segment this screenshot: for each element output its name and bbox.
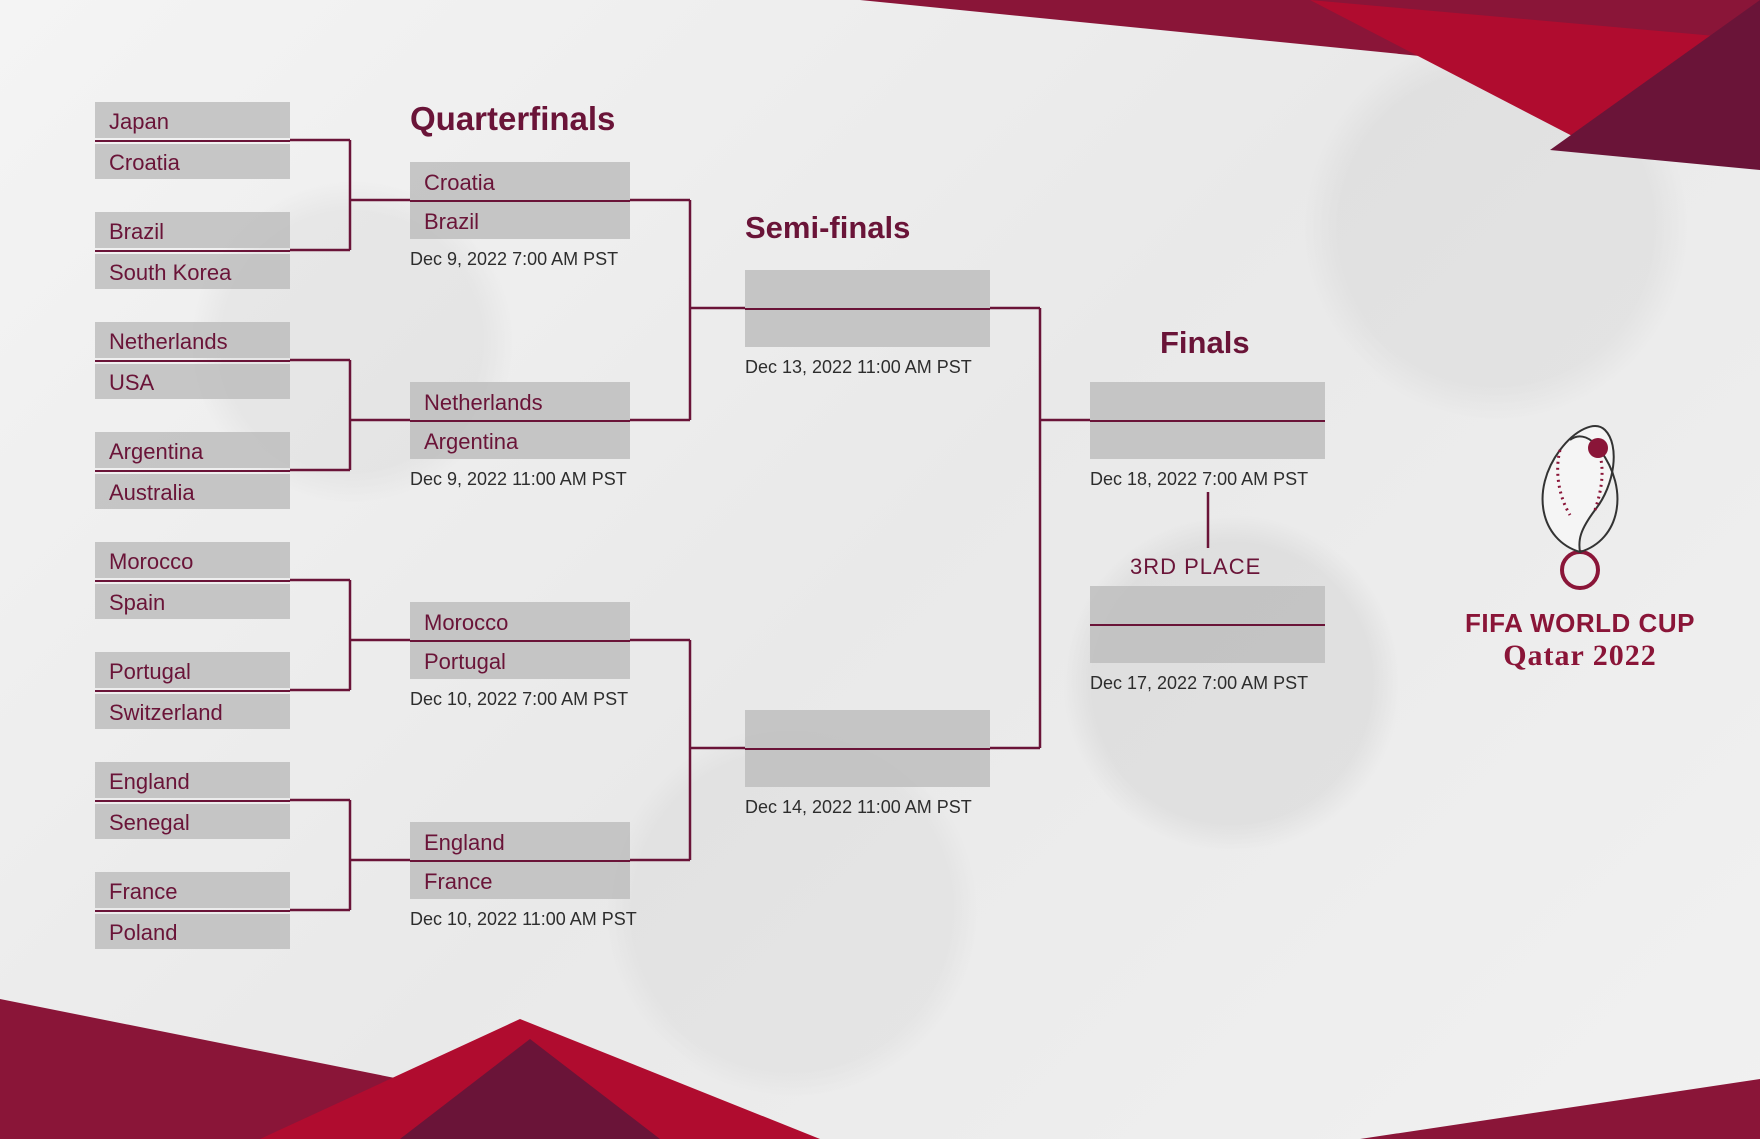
r16-match-7-bottom: Poland: [95, 914, 290, 950]
qf-match-3: England France: [410, 822, 630, 899]
fifa-logo: FIFA WORLD CUP Qatar 2022: [1440, 400, 1720, 673]
r16-match-2-bottom: USA: [95, 364, 290, 400]
qf-match-1-top-team: Netherlands: [424, 390, 543, 416]
r16-match-6-bottom-team: Senegal: [109, 810, 190, 836]
semifinals-title: Semi-finals: [745, 210, 910, 246]
r16-match-2-top: Netherlands: [95, 322, 290, 358]
r16-match-0-bottom-team: Croatia: [109, 150, 180, 176]
r16-match-3-bottom-team: Australia: [109, 480, 195, 506]
r16-match-6-top: England: [95, 762, 290, 798]
decor-bottom: [0, 919, 1760, 1139]
r16-match-3-top-team: Argentina: [109, 439, 203, 465]
r16-match-4-bottom-team: Spain: [109, 590, 165, 616]
r16-match-5-top: Portugal: [95, 652, 290, 688]
sf-match-0-date: Dec 13, 2022 11:00 AM PST: [745, 357, 972, 378]
qf-match-1: Netherlands Argentina: [410, 382, 630, 459]
r16-match-4-top: Morocco: [95, 542, 290, 578]
r16-match-3-top: Argentina: [95, 432, 290, 468]
qf-match-2-date: Dec 10, 2022 7:00 AM PST: [410, 689, 628, 710]
quarterfinals-title: Quarterfinals: [410, 100, 615, 138]
qf-match-3-top-team: England: [424, 830, 505, 856]
r16-match-1-bottom: South Korea: [95, 254, 290, 290]
r16-match-1-top: Brazil: [95, 212, 290, 248]
qf-match-2-bottom-team: Portugal: [424, 649, 506, 675]
third-place-match-date: Dec 17, 2022 7:00 AM PST: [1090, 673, 1308, 694]
final-match-date: Dec 18, 2022 7:00 AM PST: [1090, 469, 1308, 490]
r16-match-6-bottom: Senegal: [95, 804, 290, 840]
r16-match-7-bottom-team: Poland: [109, 920, 178, 946]
finals-title: Finals: [1160, 325, 1250, 361]
qf-match-0-bottom-team: Brazil: [424, 209, 479, 235]
r16-match-4-top-team: Morocco: [109, 549, 193, 575]
r16-match-4-bottom: Spain: [95, 584, 290, 620]
sf-match-1-date: Dec 14, 2022 11:00 AM PST: [745, 797, 972, 818]
third-place-label: 3RD PLACE: [1130, 554, 1261, 580]
qf-match-0-top-team: Croatia: [424, 170, 495, 196]
logo-line1: FIFA WORLD CUP: [1440, 608, 1720, 639]
qf-match-0-date: Dec 9, 2022 7:00 AM PST: [410, 249, 618, 270]
third-place-match: [1090, 586, 1325, 663]
r16-match-2-top-team: Netherlands: [109, 329, 228, 355]
r16-match-6-top-team: England: [109, 769, 190, 795]
qf-match-1-date: Dec 9, 2022 11:00 AM PST: [410, 469, 627, 490]
qf-match-2-top-team: Morocco: [424, 610, 508, 636]
r16-match-7-top-team: France: [109, 879, 177, 905]
r16-match-7-top: France: [95, 872, 290, 908]
qf-match-3-bottom-team: France: [424, 869, 492, 895]
qf-match-2: Morocco Portugal: [410, 602, 630, 679]
r16-match-5-top-team: Portugal: [109, 659, 191, 685]
r16-match-2-bottom-team: USA: [109, 370, 154, 396]
r16-match-0-bottom: Croatia: [95, 144, 290, 180]
r16-match-1-bottom-team: South Korea: [109, 260, 231, 286]
r16-match-3-bottom: Australia: [95, 474, 290, 510]
r16-match-0-top: Japan: [95, 102, 290, 138]
r16-match-5-bottom: Switzerland: [95, 694, 290, 730]
logo-line2: Qatar 2022: [1440, 639, 1720, 673]
sf-match-1: [745, 710, 990, 787]
qf-match-0: Croatia Brazil: [410, 162, 630, 239]
final-match: [1090, 382, 1325, 459]
decor-top-right: [860, 0, 1760, 210]
qf-match-1-bottom-team: Argentina: [424, 429, 518, 455]
r16-match-0-top-team: Japan: [109, 109, 169, 135]
r16-match-1-top-team: Brazil: [109, 219, 164, 245]
qf-match-3-date: Dec 10, 2022 11:00 AM PST: [410, 909, 637, 930]
r16-match-5-bottom-team: Switzerland: [109, 700, 223, 726]
sf-match-0: [745, 270, 990, 347]
